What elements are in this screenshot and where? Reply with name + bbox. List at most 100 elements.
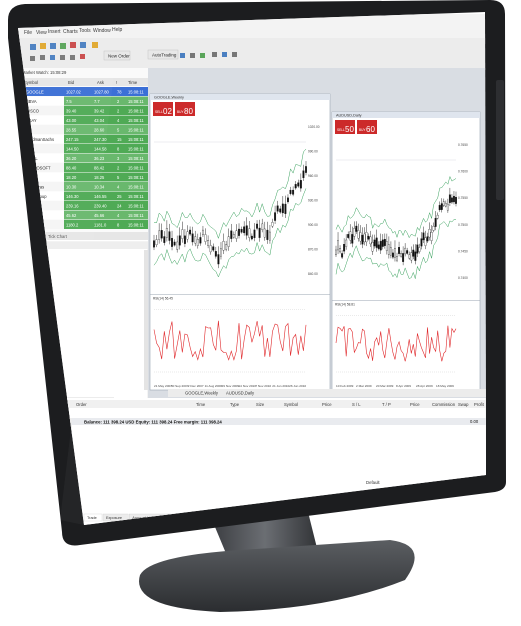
mw-cell-bid: 1180.2 <box>66 222 79 227</box>
candle-body <box>363 233 366 243</box>
rsi-line <box>335 325 457 362</box>
mw-col[interactable]: ! <box>116 80 117 85</box>
chart-tab-audusd[interactable]: AUDUSD,Daily <box>226 391 255 396</box>
candle-body <box>455 196 457 204</box>
x-tick-label: 30 Sep 2007 <box>171 384 189 388</box>
terminal-col[interactable]: Type <box>230 402 240 407</box>
svg-text:02: 02 <box>163 107 172 116</box>
mw-cell-spread: 2 <box>117 165 120 170</box>
candle-body <box>450 197 453 203</box>
candle-body <box>220 248 222 257</box>
one-click-trading[interactable]: SELL 50 BUY 60 <box>335 120 377 134</box>
menu-item[interactable]: Help <box>112 27 123 33</box>
candle-body <box>194 236 197 244</box>
candle-body <box>347 234 350 238</box>
menu-item[interactable]: Insert <box>48 29 61 35</box>
candle-body <box>424 237 427 246</box>
market-watch-panel: Market Watch: 15:08:29 Symbol Bid Ask ! … <box>18 68 148 240</box>
mw-cell-ask: 18.25 <box>94 175 105 180</box>
terminal-col[interactable]: Profit <box>474 402 485 407</box>
rsi-line <box>153 320 307 361</box>
terminal-tab[interactable] <box>83 513 103 522</box>
terminal-col[interactable]: Symbol <box>284 402 298 407</box>
candle-body <box>406 250 409 254</box>
candle-body <box>225 244 228 250</box>
mw-cell-spread: 15 <box>117 137 122 142</box>
candle-body <box>186 231 189 240</box>
mw-cell-time: 15:08:11 <box>128 89 144 94</box>
candle-body <box>238 228 240 236</box>
y-tick-label: 0.7450 <box>458 249 468 253</box>
autotrading-button[interactable]: AutoTrading <box>147 49 179 60</box>
tab-tick-chart[interactable]: Tick Chart <box>48 234 68 239</box>
mw-col[interactable]: Time <box>128 80 138 85</box>
candle-body <box>289 189 292 194</box>
candle-body <box>357 230 360 239</box>
svg-text:80: 80 <box>184 107 193 116</box>
default-label: Default <box>366 480 380 485</box>
terminal-col[interactable]: T / P <box>382 402 391 407</box>
terminal-col[interactable]: Time <box>196 402 206 407</box>
mw-cell-spread: 24 <box>117 203 122 208</box>
mw-cell-time: 15:08:11 <box>128 203 144 208</box>
menu-bar[interactable]: File View Insert Charts Tools Window Hel… <box>24 27 123 36</box>
y-tick-label: 0.7550 <box>458 196 468 200</box>
menu-item[interactable]: Window <box>93 28 111 34</box>
terminal-col[interactable]: S / L <box>352 402 361 407</box>
candle-body <box>271 222 274 227</box>
terminal-tab[interactable] <box>357 513 381 522</box>
candle-body <box>266 229 269 240</box>
candle-body <box>240 229 243 233</box>
y-tick-label: 870.00 <box>308 247 318 251</box>
x-tick-label: 20 Mar 2009 <box>376 384 394 388</box>
menu-item[interactable]: View <box>36 30 47 36</box>
mw-cell-ask: 1181.0 <box>94 222 107 227</box>
chart-window[interactable]: GOOGLE,Weekly SELL 02 BUY 80 1020.00 990.00 960… <box>149 93 331 391</box>
mw-col[interactable]: Bid <box>68 80 75 85</box>
svg-text:60: 60 <box>366 125 375 134</box>
candle-body <box>345 239 348 247</box>
mw-cell-time: 15:08:11 <box>128 137 144 142</box>
candle-body <box>412 249 415 257</box>
terminal-tab[interactable] <box>102 513 129 522</box>
menu-item[interactable]: Charts <box>63 29 78 35</box>
one-click-trading[interactable]: SELL 02 BUY 80 <box>153 102 195 116</box>
mw-cell-bid: 43.00 <box>66 118 77 123</box>
x-tick-label: 2 Mar 2009 <box>356 384 372 388</box>
mw-cell-time: 15:08:11 <box>128 213 144 218</box>
mw-cell-ask: 239.40 <box>94 203 107 208</box>
candle-body <box>440 203 443 210</box>
monitor-stand-base <box>139 540 415 612</box>
terminal-col[interactable]: Order <box>76 402 87 407</box>
candle-body <box>365 232 368 243</box>
mw-cell-spread: 8 <box>117 146 120 151</box>
candle-body <box>341 253 344 258</box>
candle-body <box>256 223 259 229</box>
terminal-col[interactable]: Commission <box>432 402 456 407</box>
mw-col[interactable]: Symbol <box>24 80 38 85</box>
mw-cell-ask: 45.66 <box>94 213 105 218</box>
candle-body <box>235 230 238 239</box>
terminal-col[interactable]: Price <box>322 402 332 407</box>
candle-body <box>426 236 429 242</box>
menu-item[interactable]: File <box>24 30 32 36</box>
menu-item[interactable]: Tools <box>79 28 91 34</box>
x-tick-label: 26 Jun 2010 <box>289 384 306 388</box>
terminal-col[interactable]: Size <box>256 402 265 407</box>
terminal-tab[interactable] <box>333 513 357 522</box>
mw-col[interactable]: Ask <box>97 80 105 85</box>
chart-tab-google[interactable]: GOOGLE,Weekly <box>185 391 219 396</box>
svg-text:SELL: SELL <box>155 110 163 114</box>
y-tick-label: 0.7500 <box>458 223 468 227</box>
mw-cell-ask: 146.55 <box>94 194 107 199</box>
chart-window[interactable]: AUDUSD,Daily SELL 50 BUY 60 0.7650 0.7600 0.755… <box>331 111 481 391</box>
candle-body <box>355 225 358 232</box>
new-order-button[interactable]: New Order <box>103 50 130 61</box>
candle-body <box>263 228 266 238</box>
mw-cell-time: 15:08:11 <box>128 118 144 123</box>
terminal-col[interactable]: Swap <box>458 402 469 407</box>
mw-cell-spread: 8 <box>117 222 120 227</box>
terminal-col[interactable]: Price <box>410 402 420 407</box>
toolbar-icons[interactable] <box>30 42 237 61</box>
candle-body <box>191 233 194 243</box>
